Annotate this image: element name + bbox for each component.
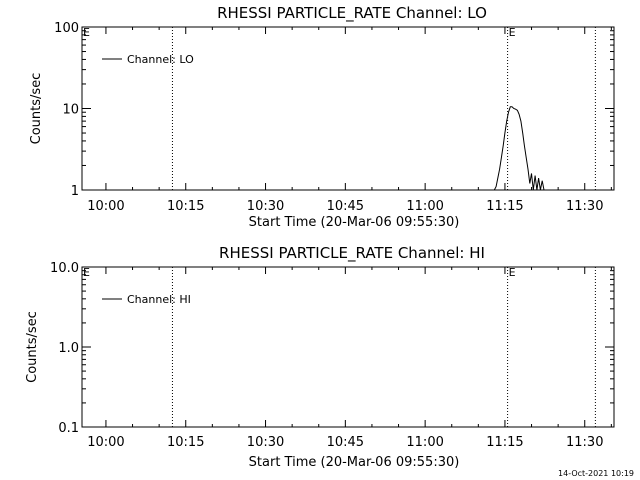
time-marker-label: E [509, 26, 516, 39]
x-tick-label: 10:15 [167, 199, 204, 214]
plot-frame [81, 266, 615, 428]
x-tick-label: 10:45 [327, 435, 364, 450]
x-tick-label: 11:30 [566, 199, 603, 214]
x-tick-label: 11:00 [406, 199, 443, 214]
footer-timestamp: 14-Oct-2021 10:19 [558, 469, 634, 478]
x-tick-label: 11:15 [486, 199, 523, 214]
plot-frame [81, 26, 615, 191]
y-tick-label: 1 [71, 184, 79, 199]
time-marker-label: E [509, 266, 516, 279]
chart-panel-2: RHESSI PARTICLE_RATE Channel: HI 10:00 10:… [25, 244, 615, 470]
legend-label: Channel: HI [127, 293, 191, 306]
edge-flag-label: E [83, 266, 90, 279]
y-tick-label: 10 [62, 103, 79, 118]
edge-flag-label: E [83, 26, 90, 39]
chart-panel-1: RHESSI PARTICLE_RATE Channel: LO 10:00 10:… [29, 4, 615, 230]
x-axis-label: Start Time (20-Mar-06 09:55:30) [249, 215, 460, 230]
legend-label: Channel: LO [127, 53, 194, 66]
x-axis-label: Start Time (20-Mar-06 09:55:30) [249, 455, 460, 470]
x-tick-label: 10:30 [247, 435, 284, 450]
chart-title: RHESSI PARTICLE_RATE Channel: HI [219, 244, 485, 263]
y-axis-label: Counts/sec [25, 311, 40, 383]
y-tick-label: 1.0 [58, 341, 79, 356]
y-tick-label: 0.1 [58, 421, 79, 436]
x-tick-label: 10:30 [247, 199, 284, 214]
x-tick-label: 10:45 [327, 199, 364, 214]
x-tick-label: 11:30 [566, 435, 603, 450]
x-tick-label: 10:15 [167, 435, 204, 450]
y-tick-label: 100 [54, 21, 79, 36]
y-tick-label: 10.0 [50, 261, 79, 276]
x-tick-label: 11:15 [486, 435, 523, 450]
x-tick-label: 10:00 [87, 435, 124, 450]
series-line [493, 106, 545, 191]
y-axis-label: Counts/sec [29, 73, 44, 145]
chart-title: RHESSI PARTICLE_RATE Channel: LO [217, 4, 487, 23]
x-tick-label: 11:00 [406, 435, 443, 450]
x-tick-label: 10:00 [87, 199, 124, 214]
